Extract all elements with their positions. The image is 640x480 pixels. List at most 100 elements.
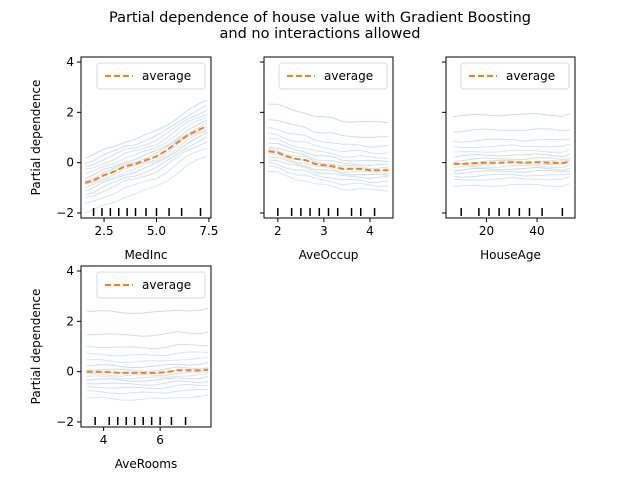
- x-axis-label: HouseAge: [480, 248, 541, 262]
- y-axis-label: Partial dependence: [29, 80, 43, 196]
- legend: average: [278, 62, 388, 90]
- y-tick-label: 2: [66, 105, 74, 119]
- average-line: [84, 125, 208, 184]
- ice-line: [85, 104, 208, 165]
- legend-box: [96, 271, 206, 299]
- ice-line: [85, 114, 207, 170]
- ice-line: [85, 136, 208, 196]
- ice-line: [268, 165, 389, 187]
- legend-label: average: [324, 69, 373, 83]
- x-tick-label: 4: [100, 433, 108, 447]
- average-line: [268, 150, 389, 172]
- ice-line: [86, 376, 209, 382]
- ice-line: [453, 112, 571, 118]
- ice-line: [86, 331, 209, 337]
- ice-line: [268, 119, 389, 139]
- ice-line: [453, 138, 570, 143]
- ice-line: [268, 126, 389, 148]
- x-tick-label: 2: [274, 224, 282, 238]
- ice-line: [86, 351, 209, 357]
- y-axis-label: Partial dependence: [29, 289, 43, 405]
- average-line: [86, 368, 209, 374]
- ice-line: [268, 132, 389, 155]
- ice-line: [268, 171, 389, 192]
- x-tick-label: 7.5: [199, 224, 218, 238]
- ice-line: [268, 146, 389, 167]
- ice-line: [86, 394, 209, 401]
- ice-lines: [84, 99, 208, 214]
- ice-line: [453, 159, 570, 165]
- ice-line: [86, 307, 209, 315]
- ice-line: [86, 362, 209, 369]
- ice-line: [453, 164, 571, 169]
- average-line: [453, 160, 571, 165]
- y-tick-label: 4: [66, 55, 74, 69]
- axes-frame: [445, 56, 576, 219]
- legend-label: average: [142, 69, 191, 83]
- ice-line: [85, 117, 207, 175]
- ice-line: [268, 156, 389, 176]
- ice-line: [453, 157, 570, 162]
- rug-marks: [460, 208, 564, 216]
- legend: average: [460, 62, 570, 90]
- ice-line: [86, 383, 209, 390]
- ice-line: [85, 122, 208, 182]
- ice-line: [85, 132, 208, 192]
- ice-lines: [268, 103, 389, 192]
- axes-frame: [80, 265, 212, 428]
- ice-line: [85, 109, 208, 167]
- x-axis-label: MedInc: [124, 248, 167, 262]
- rug-marks: [94, 417, 187, 425]
- ice-line: [84, 99, 207, 159]
- ice-line: [86, 373, 209, 380]
- panel-medinc: 2.5 5.0 7.5 −2 0 2 4 MedInc Partial dependence av…: [29, 55, 218, 262]
- ice-line: [453, 148, 571, 153]
- x-axis-label: AveRooms: [115, 457, 177, 471]
- ice-line: [453, 169, 570, 175]
- ice-line: [268, 142, 389, 163]
- rug-marks: [277, 208, 376, 216]
- ice-line: [84, 119, 208, 179]
- panel-houseage: 20 40 HouseAge average: [442, 56, 576, 262]
- x-tick-label: 5.0: [147, 224, 166, 238]
- ice-line: [85, 130, 207, 189]
- ice-line: [453, 143, 571, 149]
- ice-line: [453, 128, 570, 133]
- ice-line: [268, 137, 389, 160]
- ice-line: [268, 103, 389, 124]
- x-tick-label: 20: [479, 224, 494, 238]
- legend: average: [96, 271, 206, 299]
- ice-line: [453, 183, 571, 188]
- ice-line: [268, 148, 389, 170]
- y-tick-label: −2: [56, 415, 74, 429]
- rug-marks: [92, 208, 202, 216]
- ice-line: [86, 371, 209, 377]
- ice-line: [85, 141, 208, 198]
- legend-box: [460, 62, 570, 90]
- ice-line: [268, 161, 389, 184]
- x-axis-label: AveOccup: [299, 248, 359, 262]
- y-tick-label: 0: [66, 365, 74, 379]
- figure-title-line1: Partial dependence of house value with G…: [109, 10, 531, 26]
- legend-box: [278, 62, 388, 90]
- ice-line: [86, 343, 209, 350]
- x-tick-label: 40: [529, 224, 544, 238]
- figure-title-line2: and no interactions allowed: [220, 26, 421, 42]
- x-tick-label: 3: [320, 224, 328, 238]
- ice-line: [453, 166, 571, 172]
- legend-label: average: [142, 278, 191, 292]
- y-tick-label: 4: [66, 264, 74, 278]
- ice-line: [86, 357, 209, 364]
- axes-frame: [263, 56, 394, 219]
- x-tick-label: 6: [156, 433, 164, 447]
- x-tick-label: 4: [366, 224, 374, 238]
- axes-frame: [80, 56, 212, 219]
- ice-line: [453, 153, 571, 158]
- y-tick-label: −2: [56, 206, 74, 220]
- legend: average: [96, 62, 206, 90]
- y-tick-label: 0: [66, 156, 74, 170]
- ice-lines: [86, 307, 209, 401]
- y-tick-label: 2: [66, 314, 74, 328]
- panel-aveoccup: 2 3 4 AveOccup average: [260, 56, 394, 262]
